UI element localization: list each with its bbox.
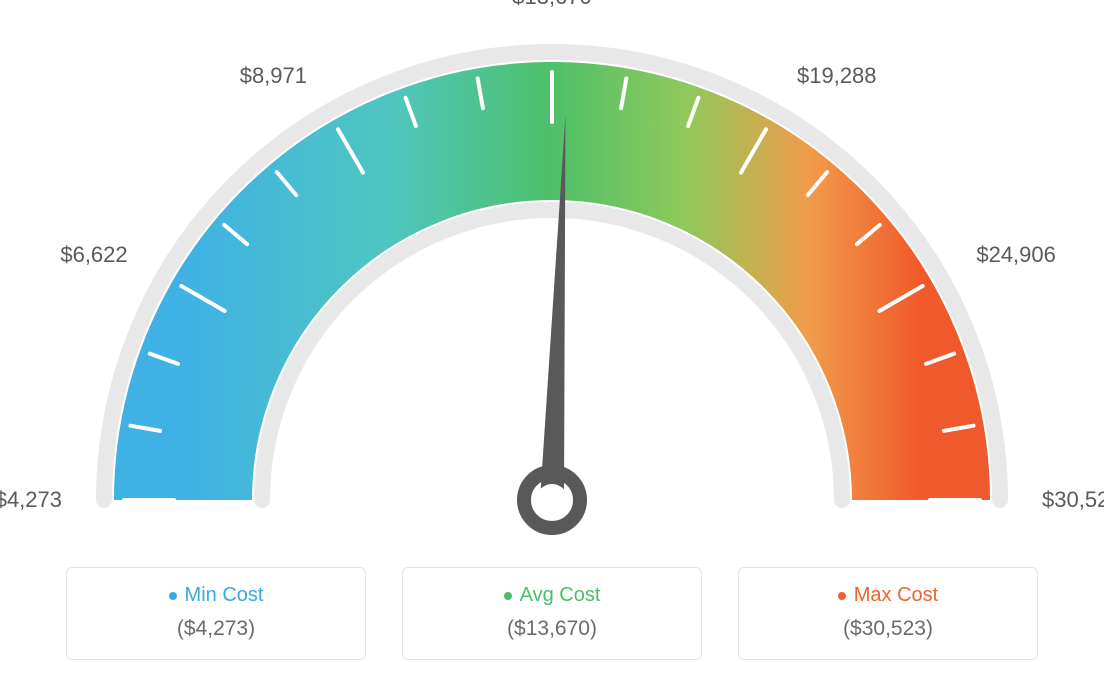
gauge-scale-label: $8,971 [240,63,307,89]
legend-dot-avg [504,592,512,600]
gauge-scale-label: $30,523 [1042,487,1104,513]
legend-title-min: Min Cost [185,584,264,607]
gauge-scale-label: $4,273 [0,487,62,513]
legend-card-avg: Avg Cost ($13,670) [402,567,702,660]
legend-card-min: Min Cost ($4,273) [66,567,366,660]
legend-card-max: Max Cost ($30,523) [738,567,1038,660]
gauge-scale-label: $24,906 [976,242,1056,268]
gauge-svg [0,0,1104,560]
legend-value-avg: ($13,670) [403,617,701,641]
gauge-scale-label: $6,622 [60,242,127,268]
gauge-chart: $4,273 $6,622 $8,971 $13,670 $19,288 $24,906 $… [0,0,1104,540]
legend-value-max: ($30,523) [739,617,1037,641]
gauge-scale-label: $13,670 [512,0,592,10]
legend-row: Min Cost ($4,273) Avg Cost ($13,670) Max… [0,567,1104,660]
legend-dot-min [169,592,177,600]
legend-dot-max [838,592,846,600]
legend-title-max: Max Cost [854,584,938,607]
gauge-scale-label: $19,288 [797,63,877,89]
legend-title-avg: Avg Cost [520,584,601,607]
legend-value-min: ($4,273) [67,617,365,641]
